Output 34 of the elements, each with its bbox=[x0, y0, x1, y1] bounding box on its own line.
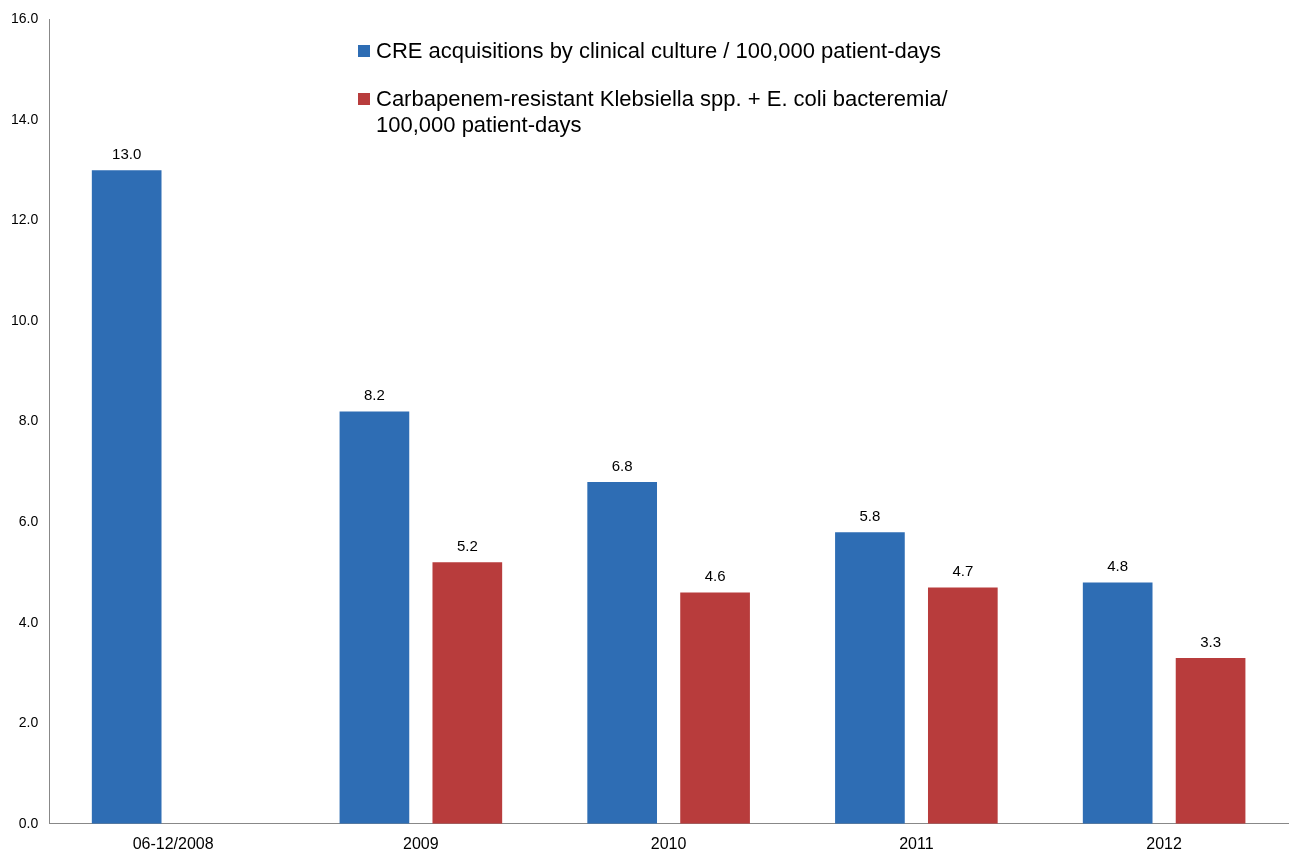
y-tick-label: 10.0 bbox=[11, 311, 39, 328]
bar bbox=[91, 170, 162, 824]
data-label: 8.2 bbox=[363, 386, 385, 404]
y-tick-label: 0.0 bbox=[18, 814, 39, 831]
bar bbox=[339, 411, 410, 824]
bar bbox=[587, 481, 658, 824]
y-tick-label: 2.0 bbox=[18, 714, 39, 731]
y-tick-label: 12.0 bbox=[11, 211, 39, 228]
bar bbox=[927, 587, 998, 824]
x-tick-label: 2012 bbox=[1146, 834, 1183, 852]
y-tick-label: 6.0 bbox=[18, 513, 39, 530]
x-tick-label: 2009 bbox=[403, 834, 439, 852]
y-tick-label: 14.0 bbox=[11, 110, 39, 127]
y-tick-label: 16.0 bbox=[11, 10, 39, 27]
x-tick-label: 06-12/2008 bbox=[132, 834, 214, 852]
x-tick-label: 2010 bbox=[650, 834, 687, 852]
bar bbox=[680, 592, 750, 824]
data-label: 5.8 bbox=[859, 506, 881, 524]
bar bbox=[432, 562, 503, 824]
bar bbox=[1082, 582, 1153, 824]
legend-label: CRE acquisitions by clinical culture / 100,000 patient-days bbox=[376, 38, 941, 64]
legend-label: Carbapenem-resistant Klebsiella spp. + E. coli bacteremia/ 100,000 patient-days bbox=[376, 86, 949, 138]
data-label: 4.8 bbox=[1107, 557, 1129, 575]
data-label: 3.3 bbox=[1200, 632, 1222, 650]
bar bbox=[1175, 657, 1246, 824]
data-label: 13.0 bbox=[112, 144, 142, 162]
data-label: 6.8 bbox=[611, 456, 633, 474]
x-tick-label: 2011 bbox=[899, 834, 934, 852]
data-label: 4.7 bbox=[952, 562, 974, 580]
y-tick-label: 4.0 bbox=[18, 613, 39, 630]
bar bbox=[835, 532, 905, 824]
y-tick-label: 8.0 bbox=[18, 412, 39, 429]
data-label: 5.2 bbox=[456, 537, 478, 555]
data-label: 4.6 bbox=[704, 567, 726, 585]
